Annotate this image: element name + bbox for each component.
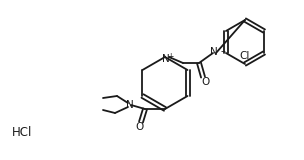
Text: O: O	[135, 122, 143, 132]
Text: +: +	[167, 52, 174, 60]
Text: HCl: HCl	[12, 127, 32, 140]
Text: N: N	[210, 47, 218, 57]
Text: N: N	[126, 100, 134, 110]
Text: Cl: Cl	[240, 51, 250, 61]
Text: O: O	[201, 77, 209, 87]
Text: N: N	[162, 54, 170, 64]
Text: –: –	[221, 46, 226, 56]
